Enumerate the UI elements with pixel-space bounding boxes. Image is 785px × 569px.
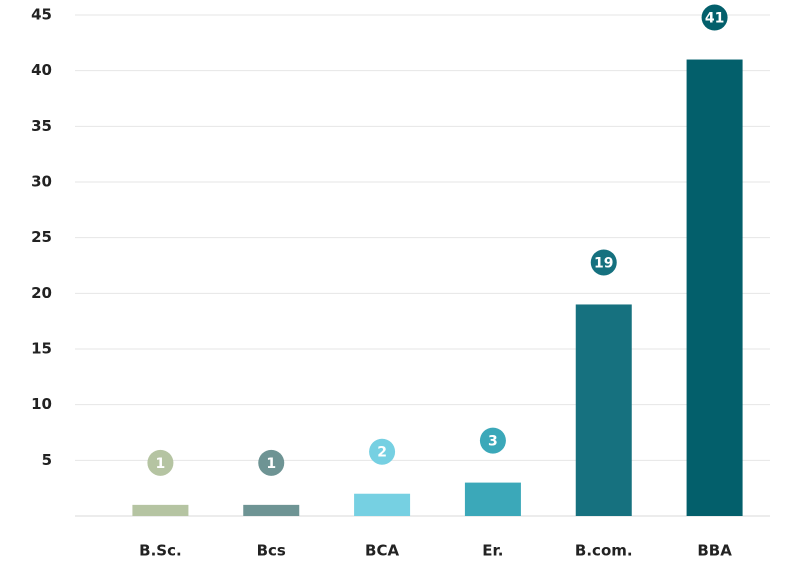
value-label-badge bbox=[590, 249, 617, 276]
value-label-badge bbox=[479, 427, 506, 454]
x-tick-label: B.com. bbox=[575, 542, 633, 560]
value-label: 3 bbox=[488, 434, 498, 450]
y-tick-label: 40 bbox=[31, 61, 52, 79]
value-label-badge bbox=[369, 438, 396, 465]
bar bbox=[686, 59, 743, 517]
value-label: 1 bbox=[266, 456, 276, 472]
x-tick-label: BBA bbox=[697, 542, 732, 560]
bar bbox=[243, 504, 300, 516]
y-tick-label: 35 bbox=[31, 117, 52, 135]
value-label-badge bbox=[258, 449, 285, 476]
x-tick-label: BCA bbox=[365, 542, 399, 560]
value-label: 41 bbox=[705, 11, 724, 27]
y-tick-label: 45 bbox=[31, 6, 52, 24]
y-tick-label: 20 bbox=[31, 284, 52, 302]
y-tick-label: 5 bbox=[42, 451, 52, 469]
value-label: 19 bbox=[594, 255, 613, 271]
bar bbox=[354, 493, 411, 516]
bar bbox=[575, 304, 632, 516]
bar bbox=[464, 482, 521, 516]
x-tick-label: Er. bbox=[482, 542, 503, 560]
value-label-badge bbox=[147, 449, 174, 476]
y-tick-label: 10 bbox=[31, 395, 52, 413]
value-label: 2 bbox=[377, 445, 387, 461]
bar bbox=[132, 504, 189, 516]
y-tick-label: 15 bbox=[31, 340, 52, 358]
x-tick-label: B.Sc. bbox=[139, 542, 182, 560]
x-tick-label: Bcs bbox=[257, 542, 286, 560]
value-label-badge bbox=[701, 4, 728, 31]
y-tick-label: 25 bbox=[31, 228, 52, 246]
value-label: 1 bbox=[156, 456, 166, 472]
y-tick-label: 30 bbox=[31, 173, 52, 191]
